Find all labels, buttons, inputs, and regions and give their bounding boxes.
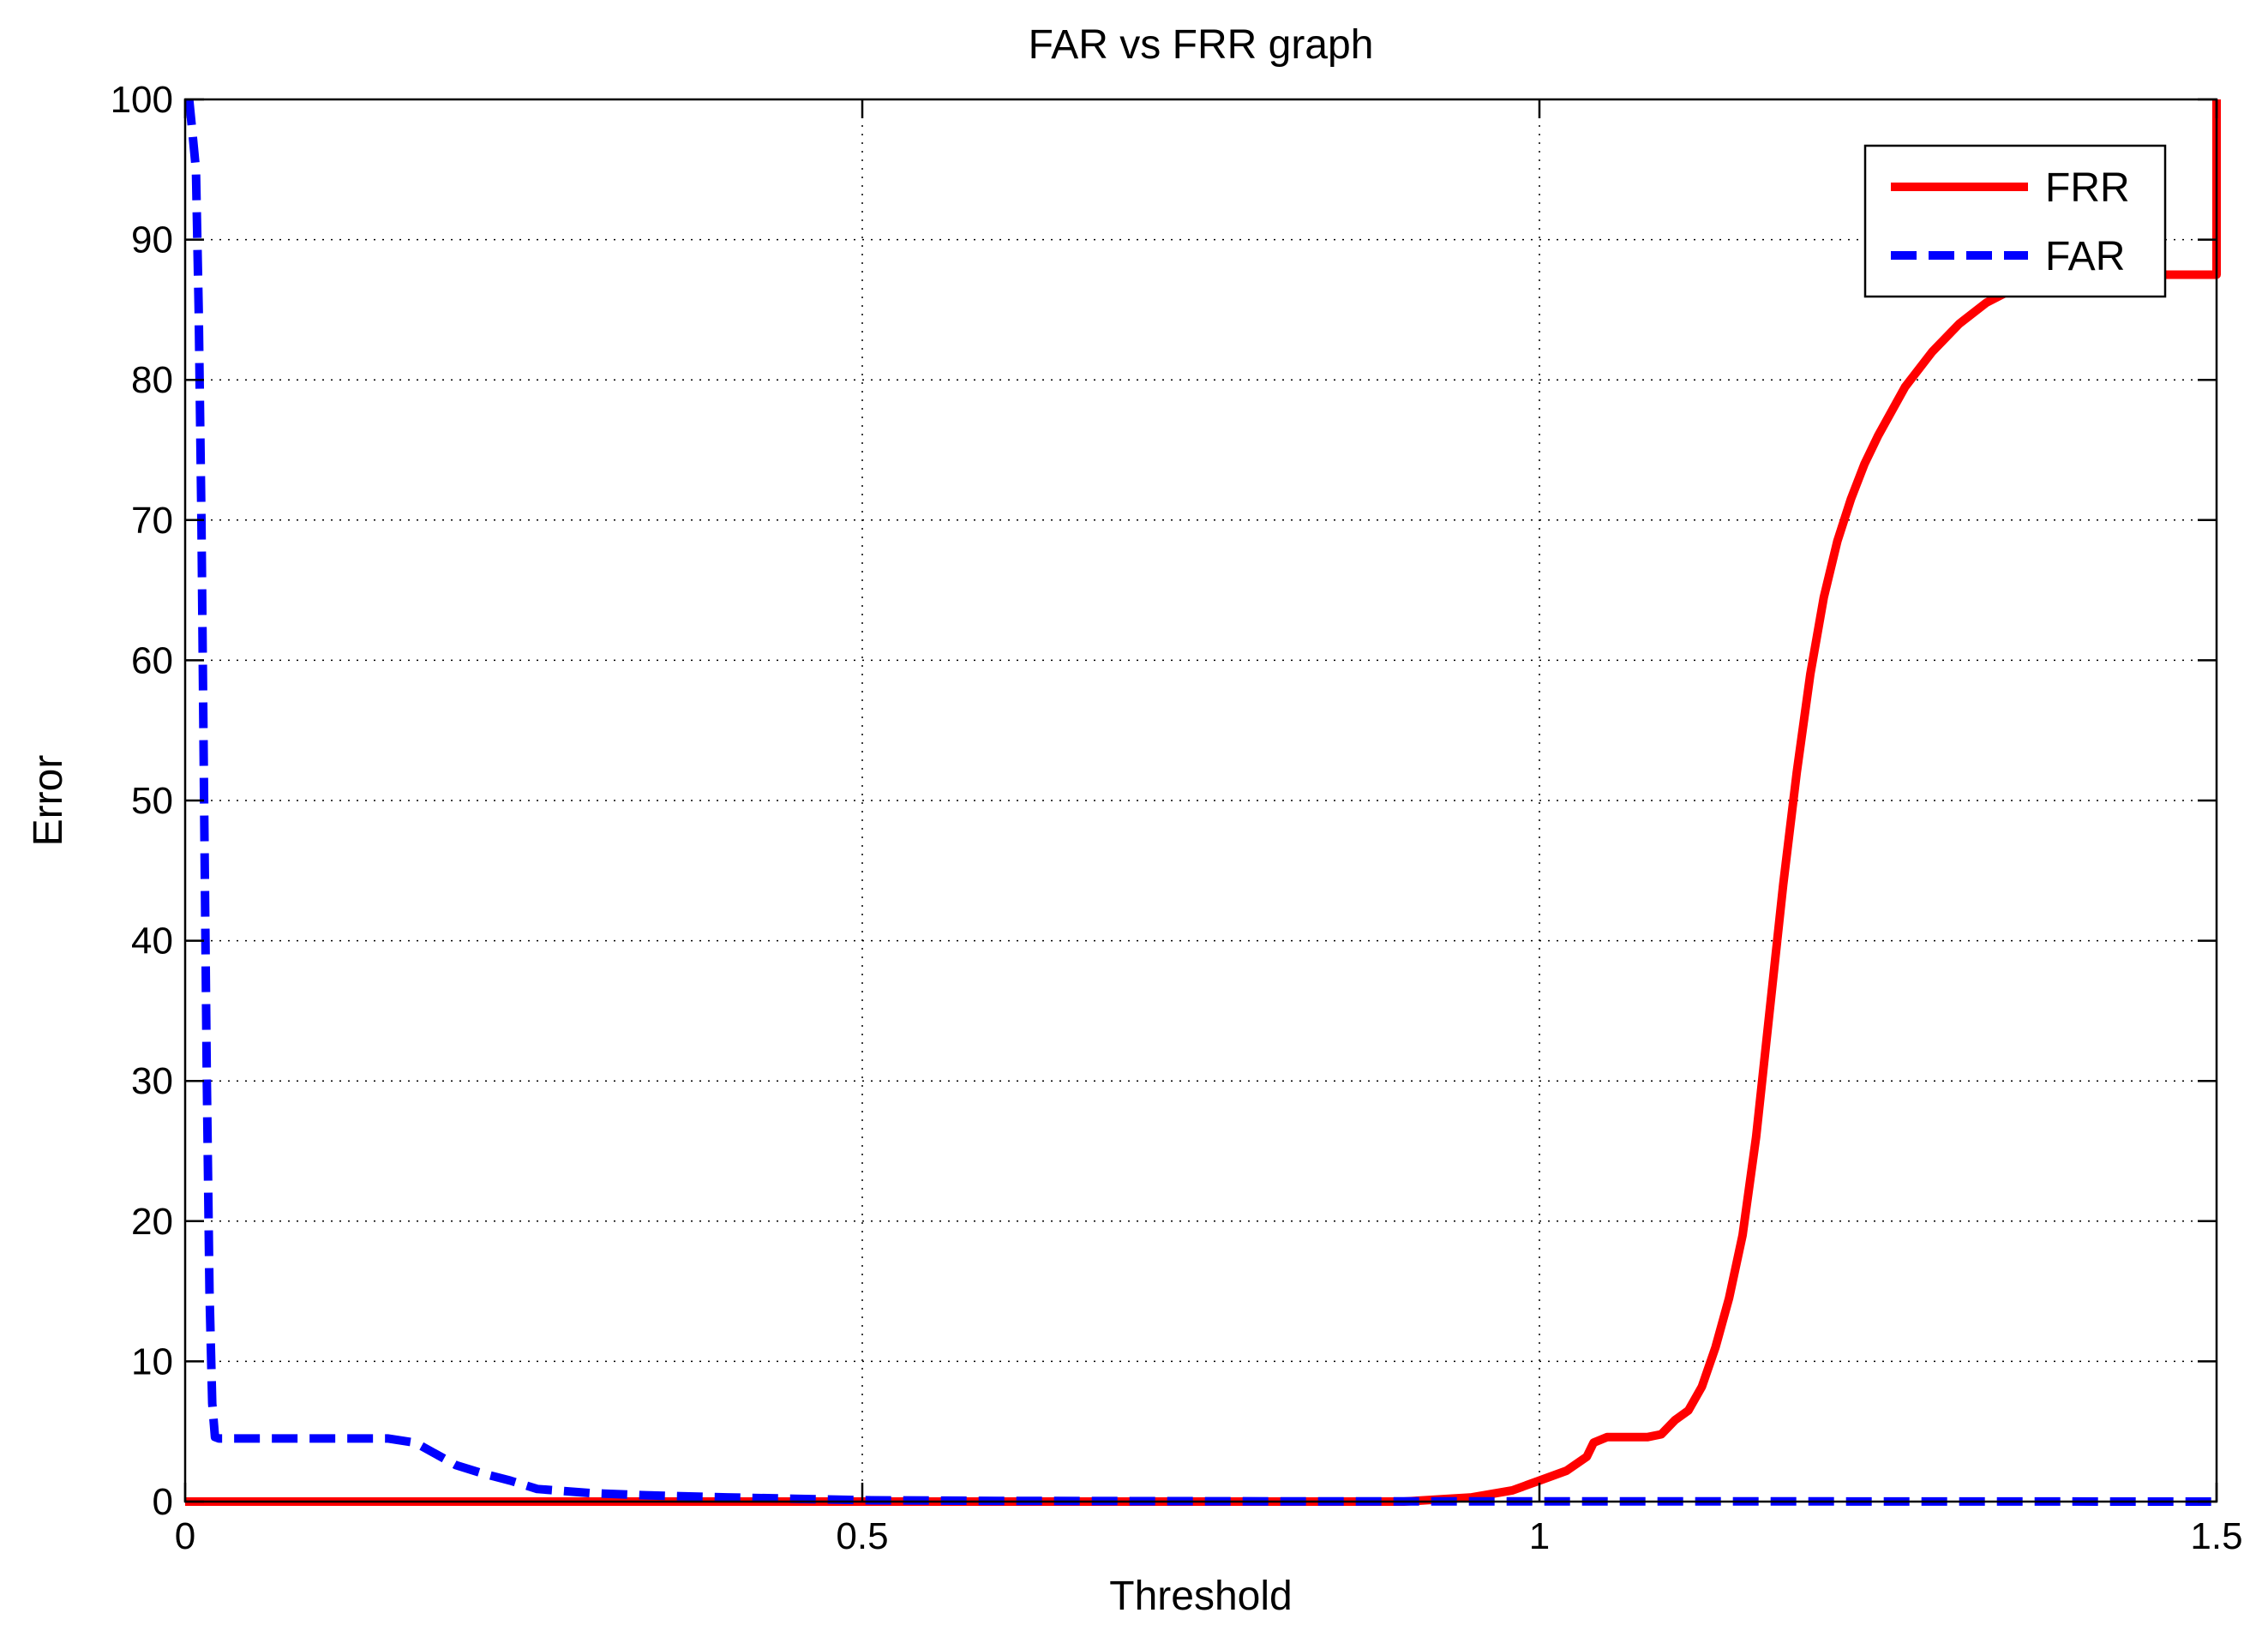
tick-marks [183,98,2218,1503]
x-axis-label: Threshold [1109,1574,1292,1619]
y-tick-label: 90 [131,219,173,261]
y-tick-label: 0 [153,1481,173,1523]
y-tick-label: 10 [131,1340,173,1382]
legend: FRR FAR [1863,144,2167,298]
y-axis-label: Error [26,755,71,847]
legend-label-far: FAR [2045,234,2125,279]
x-tick-labels: 0 0.5 1 1.5 [175,1515,2243,1557]
y-tick-label: 50 [131,780,173,822]
legend-label-frr: FRR [2045,165,2130,211]
y-tick-label: 60 [131,639,173,681]
y-tick-label: 80 [131,359,173,401]
legend-box [1863,144,2167,298]
series-line-far [184,99,2217,1506]
x-tick-label: 0.5 [836,1515,888,1557]
y-tick-label: 100 [111,79,173,121]
x-tick-label: 1.5 [2190,1515,2242,1557]
y-tick-label: 30 [131,1060,173,1102]
y-tick-label: 70 [131,500,173,542]
y-tick-label: 40 [131,920,173,962]
y-tick-labels: 0 10 20 30 40 50 60 70 80 90 100 [111,79,173,1523]
x-tick-label: 0 [175,1515,195,1557]
plot-area [185,99,2217,1502]
x-tick-label: 1 [1529,1515,1550,1557]
chart-title: FAR vs FRR graph [1029,22,1374,68]
y-tick-label: 20 [131,1201,173,1243]
